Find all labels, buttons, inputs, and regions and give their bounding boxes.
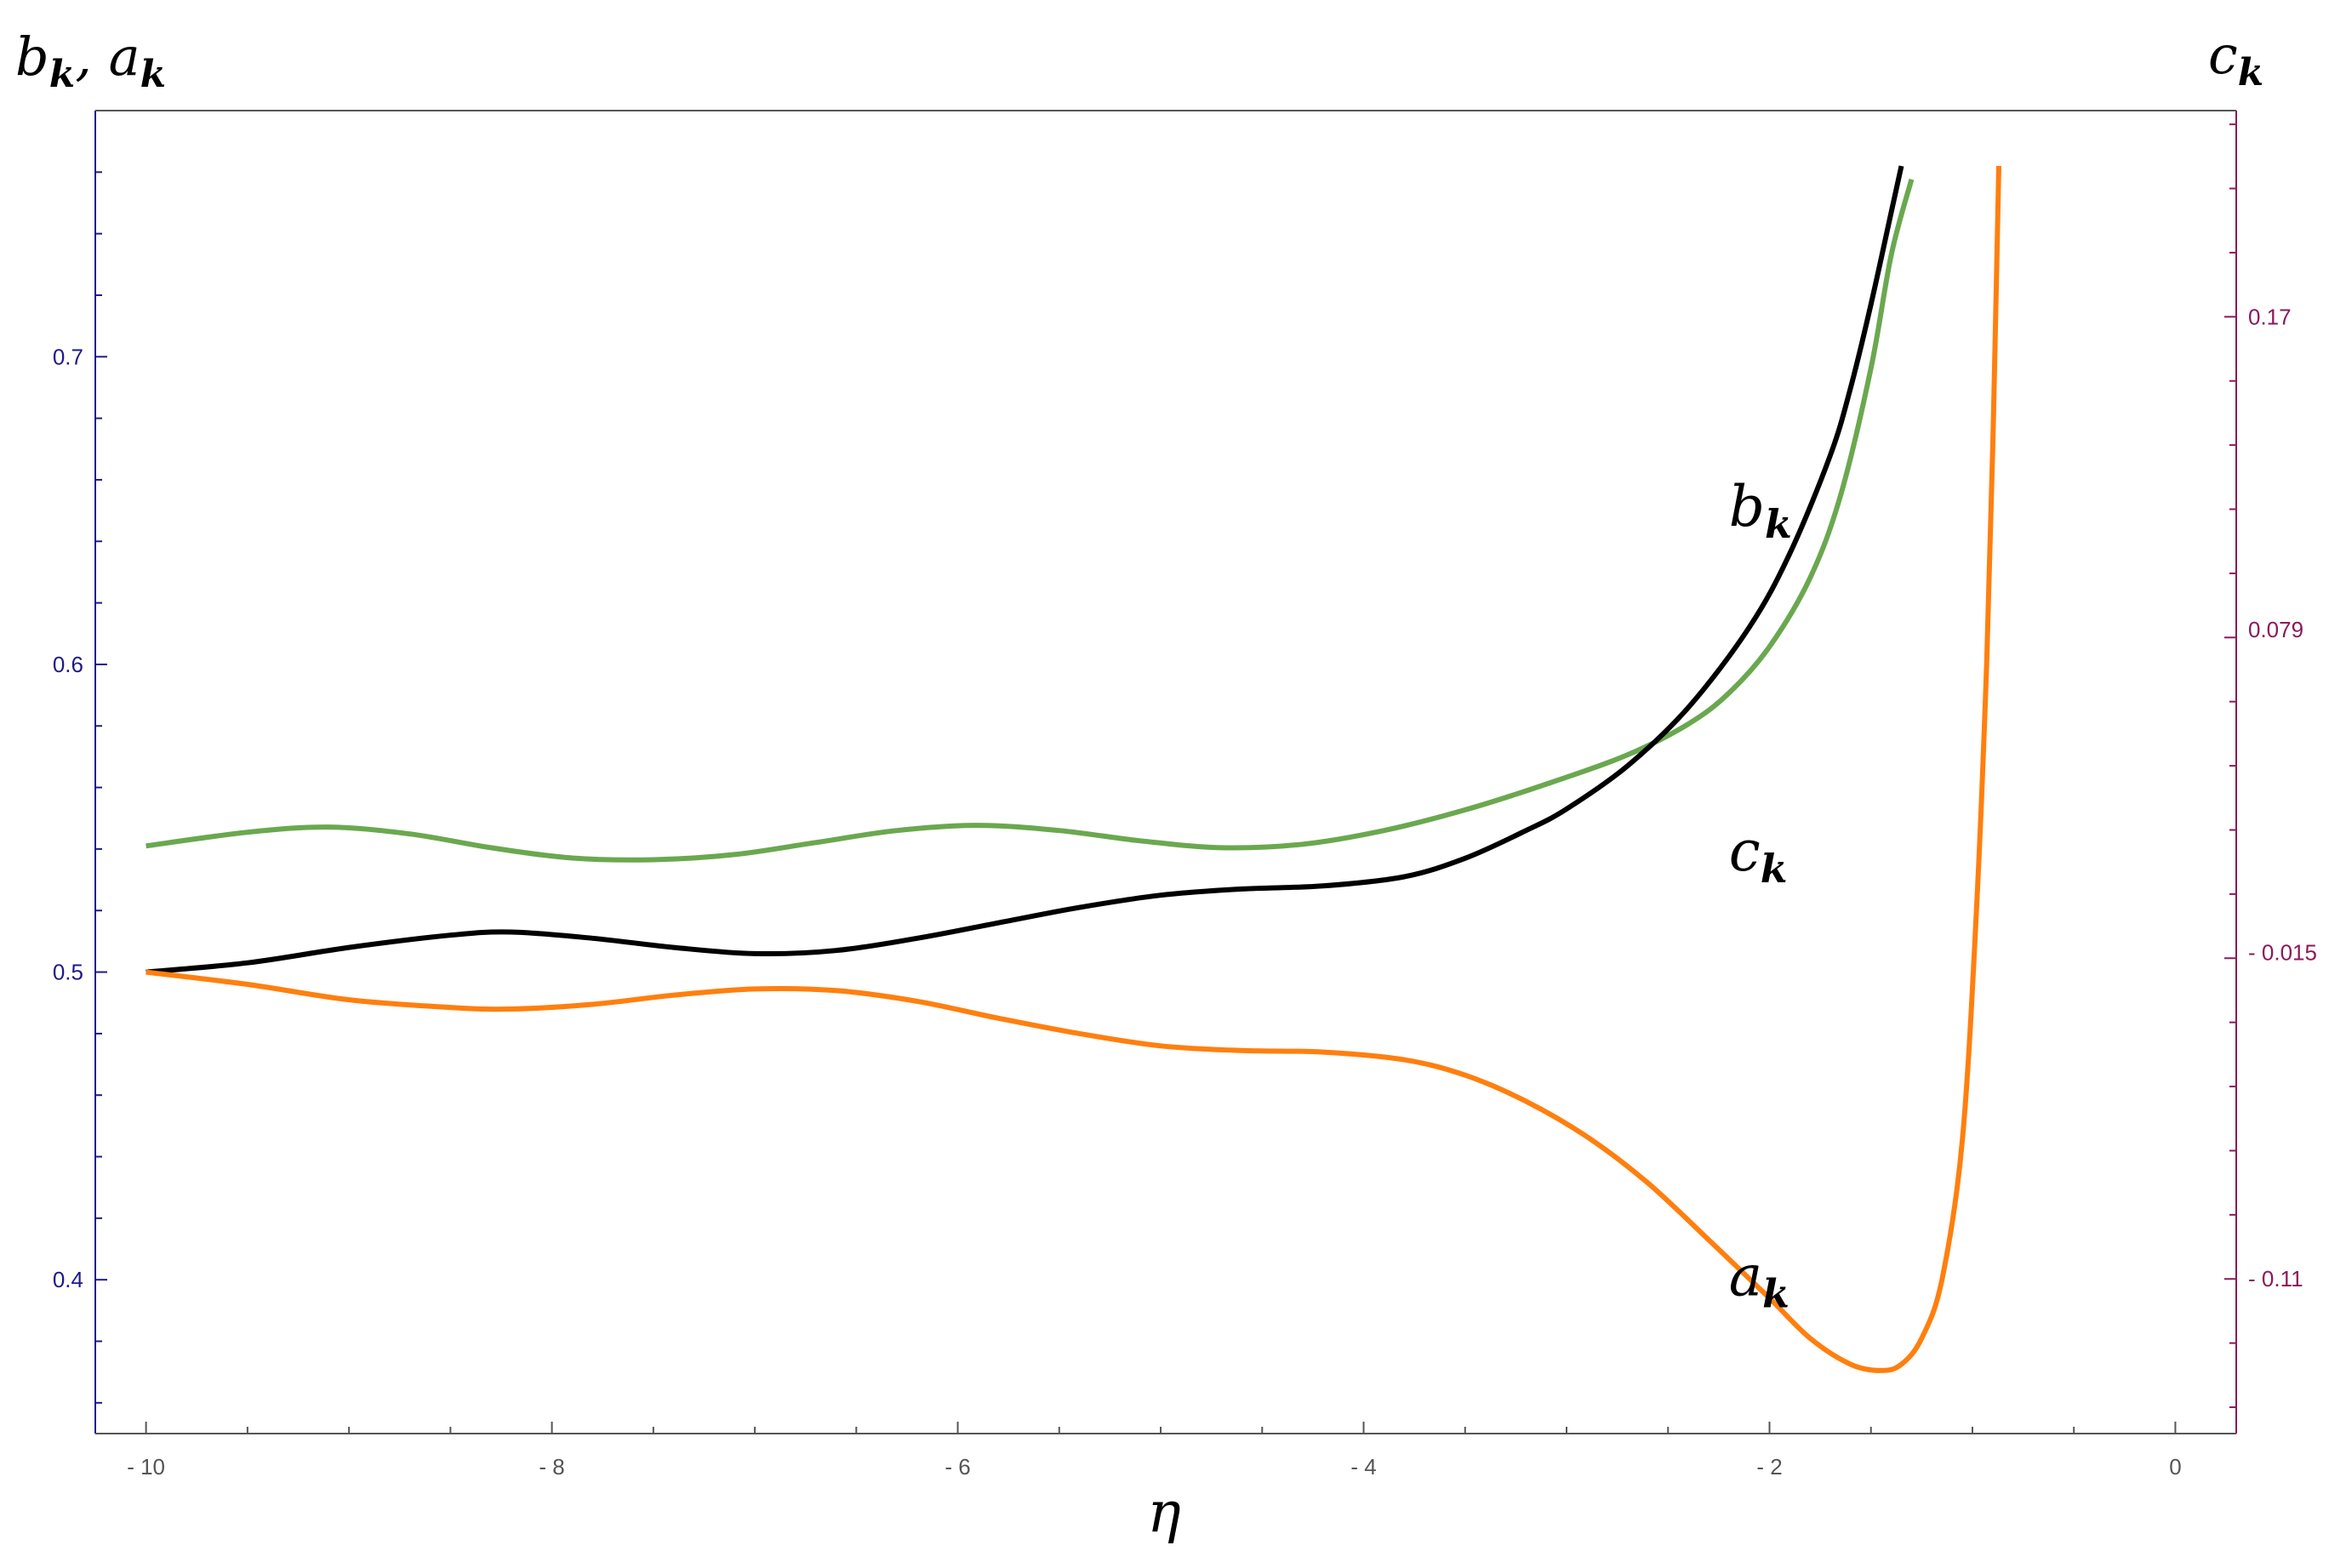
right-y-tick-label: - 0.11: [2248, 1266, 2303, 1291]
right-axis-title: ck: [2208, 24, 2263, 94]
curve-label-sub: k: [1762, 1270, 1789, 1316]
right-axis-title-c: c: [2208, 24, 2238, 86]
curve-label-main: c: [1729, 818, 1761, 884]
curve-label-a: ak: [1729, 1243, 1789, 1316]
x-tick-label: - 10: [127, 1454, 165, 1480]
x-tick-label: - 6: [945, 1454, 970, 1480]
left-axis-title-sep: ,: [75, 26, 108, 88]
curve-label-c: ck: [1729, 818, 1788, 892]
left-axis-title-b-sub: k: [49, 53, 76, 96]
series-line-c: [146, 179, 1915, 863]
left-y-axis-ticks: 0.4 0.5 0.6 0.7: [53, 171, 107, 1404]
series-line-b: [146, 165, 1904, 975]
series-line-a: [146, 166, 2001, 1373]
left-y-tick-label: 0.5: [53, 960, 83, 985]
right-y-tick-label: 0.17: [2248, 304, 2292, 329]
series-layer: [146, 165, 2001, 1373]
left-axis-title-a-sub: k: [140, 53, 167, 96]
x-tick-label: - 2: [1756, 1454, 1782, 1480]
x-axis-ticks: - 10 - 8 - 6 - 4 - 2 0: [127, 1422, 2182, 1480]
curve-label-main: a: [1729, 1243, 1762, 1309]
curve-label-sub: k: [1765, 501, 1792, 547]
curve-label-b: bk: [1729, 474, 1792, 547]
x-axis-label: η: [1147, 1480, 1181, 1545]
x-tick-label: 0: [2169, 1454, 2181, 1480]
curve-label-main: b: [1729, 474, 1765, 539]
left-y-tick-label: 0.6: [53, 652, 83, 677]
right-y-tick-label: 0.079: [2248, 617, 2303, 642]
x-tick-label: - 8: [539, 1454, 564, 1480]
right-y-tick-label: - 0.015: [2248, 940, 2317, 966]
left-axis-title-b: b: [15, 26, 49, 88]
right-axis-title-c-sub: k: [2238, 51, 2264, 94]
left-y-tick-label: 0.7: [53, 344, 83, 369]
left-y-tick-label: 0.4: [53, 1267, 83, 1292]
left-axis-title: bk, ak: [15, 26, 166, 96]
plot-frame: [94, 110, 2237, 1434]
right-y-axis-ticks: - 0.11 - 0.015 0.079 0.17: [2224, 123, 2317, 1409]
x-tick-label: - 4: [1350, 1454, 1376, 1480]
left-axis-title-a: a: [109, 26, 140, 88]
curve-label-sub: k: [1761, 846, 1788, 892]
